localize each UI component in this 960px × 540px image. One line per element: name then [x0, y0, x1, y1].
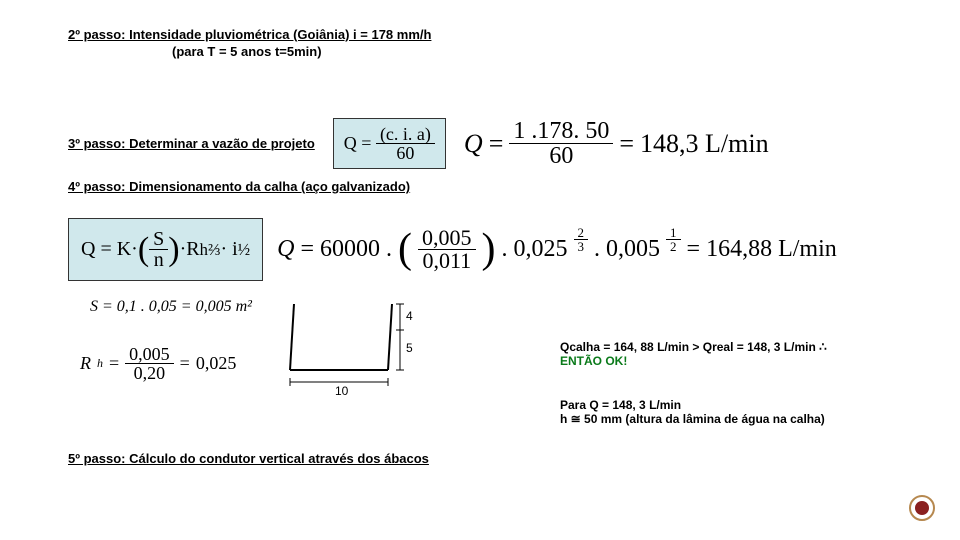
rh-eq1: =	[109, 353, 119, 374]
eq4-eq1: =	[301, 236, 315, 263]
eq4-t2base: 0,005	[606, 236, 660, 263]
eq4-eq2: =	[687, 236, 701, 263]
f4-num: S	[149, 229, 168, 250]
step5-title: 5º passo: Cálculo do condutor vertical a…	[68, 451, 429, 466]
channel-diagram: 10 5 4	[280, 300, 430, 405]
rh-eq2: =	[180, 353, 190, 374]
eq-equals: =	[489, 129, 504, 159]
eq-den: 60	[545, 144, 577, 168]
result-block-1: Qcalha = 164, 88 L/min > Qreal = 148, 3 …	[560, 340, 827, 368]
dim-right1: 5	[406, 341, 413, 355]
step4-title: 4º passo: Dimensionamento da calha (aço …	[68, 179, 410, 194]
rh-calc-line: Rh = 0,005 0,20 = 0,025	[80, 345, 236, 382]
eq4-coef: 60000	[320, 236, 380, 263]
f4-hsub: h	[200, 240, 208, 260]
step3-formula-box: Q = (c. i. a) 60	[333, 118, 446, 169]
f4-lparen: (	[138, 236, 149, 263]
step4-formula-box: Q = K· ( S n ) ·Rh⅔ · i½	[68, 218, 263, 281]
eq4-den: 0,011	[418, 250, 475, 272]
result-ok: ENTÃO OK!	[560, 354, 627, 368]
step3-row: 3º passo: Determinar a vazão de projeto …	[68, 118, 769, 169]
formula-num: (c. i. a)	[376, 125, 435, 144]
rh-sub: h	[97, 356, 103, 371]
eq4-result: 164,88 L/min	[706, 236, 837, 263]
step3-title: 3º passo: Determinar a vazão de projeto	[68, 136, 315, 151]
rh-result: 0,025	[196, 353, 237, 374]
eq-num: 1 .178. 50	[509, 119, 613, 144]
diagram-svg: 10 5 4	[280, 300, 430, 400]
f4-frac: S n	[149, 229, 168, 270]
step2-title: 2º passo: Intensidade pluviométrica (Goi…	[68, 27, 431, 42]
step4-equation: Q = 60000 . ( 0,005 0,011 ) . 0,02523 . …	[277, 227, 837, 272]
eq-equals2: =	[619, 129, 634, 159]
eq-fraction: 1 .178. 50 60	[509, 119, 613, 168]
f4-exp1: ⅔	[208, 240, 221, 260]
f4-mid2: · i	[220, 238, 237, 261]
eq4-dot3: .	[594, 236, 600, 263]
step5-header: 5º passo: Cálculo do condutor vertical a…	[68, 450, 429, 468]
eq4-t1base: 0,025	[514, 236, 568, 263]
rh-label: R	[80, 353, 91, 374]
result-line2a: Para Q = 148, 3 L/min	[560, 398, 681, 412]
formula-q-label: Q =	[344, 133, 372, 154]
result-line2b: h ≅ 50 mm (altura da lâmina de água na c…	[560, 412, 825, 426]
result-block-2: Para Q = 148, 3 L/min h ≅ 50 mm (altura …	[560, 398, 825, 426]
f4-exp2: ½	[238, 240, 251, 260]
eq4-frac: 0,005 0,011	[418, 227, 476, 272]
eq-result: 148,3 L/min	[640, 129, 769, 159]
step3-equation: Q = 1 .178. 50 60 = 148,3 L/min	[464, 119, 769, 168]
eq4-lhs: Q	[277, 236, 294, 263]
rh-den: 0,20	[130, 364, 170, 382]
f4-mid: ·R	[180, 238, 200, 261]
eq4-t2exp: 12	[666, 226, 681, 253]
eq4-num: 0,005	[418, 227, 476, 250]
step4-header: 4º passo: Dimensionamento da calha (aço …	[68, 178, 410, 196]
f4-rparen: )	[168, 236, 179, 263]
eq4-dot1: .	[386, 236, 392, 263]
result-line1: Qcalha = 164, 88 L/min > Qreal = 148, 3 …	[560, 340, 819, 354]
f4-prefix: Q = K·	[81, 238, 138, 261]
therefore-symbol: ∴	[819, 340, 827, 354]
eq-lhs: Q	[464, 129, 483, 159]
step2-sub: (para T = 5 anos t=5min)	[172, 44, 322, 59]
step4-row: Q = K· ( S n ) ·Rh⅔ · i½ Q = 60000 . ( 0…	[68, 218, 837, 281]
f4-den: n	[150, 250, 168, 270]
eq4-lparen: (	[398, 233, 412, 267]
rh-num: 0,005	[125, 345, 174, 364]
step2-header: 2º passo: Intensidade pluviométrica (Goi…	[68, 26, 431, 44]
dim-right2: 4	[406, 309, 413, 323]
formula-fraction: (c. i. a) 60	[376, 125, 435, 162]
eq4-rparen: )	[482, 233, 496, 267]
eq4-t1exp: 23	[574, 226, 589, 253]
decorative-circle-icon	[908, 494, 936, 522]
rh-frac: 0,005 0,20	[125, 345, 174, 382]
formula-den: 60	[392, 144, 418, 162]
s-calc-line: S = 0,1 . 0,05 = 0,005 m²	[90, 298, 252, 316]
dim-bottom: 10	[335, 384, 349, 398]
eq4-dot2: .	[502, 236, 508, 263]
